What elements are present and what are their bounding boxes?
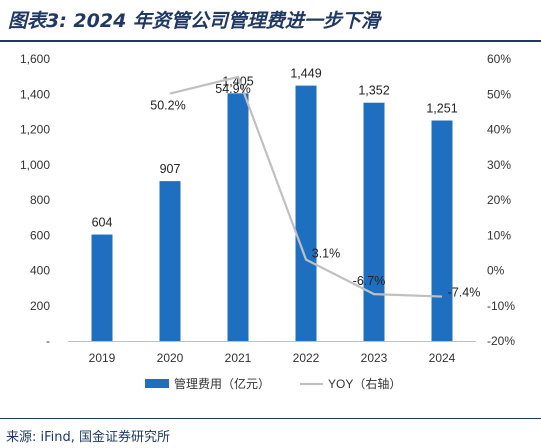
y-right-tick-label: 30% [487, 158, 511, 172]
y-left-tick-label: 400 [30, 264, 50, 278]
y-left-tick-label: 800 [30, 193, 50, 207]
yoy-value-label: -7.4% [448, 286, 481, 300]
yoy-value-label: -6.7% [353, 274, 386, 288]
chart-title: 图表3: 2024 年资管公司管理费进一步下滑 [8, 10, 380, 32]
bar [91, 234, 113, 341]
x-tick-label: 2021 [225, 351, 252, 365]
y-left-tick-label: - [46, 334, 50, 348]
bar-value-label: 1,251 [426, 102, 457, 116]
y-right-tick-label: 10% [487, 228, 511, 242]
y-right-tick-label: 0% [487, 264, 505, 278]
x-tick-label: 2020 [157, 351, 184, 365]
y-right-tick-label: -10% [487, 299, 515, 313]
yoy-value-label: 3.1% [312, 247, 341, 261]
source-note: 来源: iFind, 国金证券研究所 [6, 430, 171, 445]
bar [363, 102, 385, 342]
legend-bar-swatch [145, 379, 169, 388]
line-series: 50.2% 54.9% 3.1% -6.7% -7.4% [150, 75, 481, 300]
y-left-tick-label: 1,000 [20, 158, 50, 172]
y-left-tick-label: 1,200 [20, 123, 50, 137]
bar-value-label: 1,449 [290, 67, 321, 81]
bar [159, 181, 181, 341]
bar [295, 85, 317, 342]
x-tick-label: 2019 [89, 351, 116, 365]
x-tick-label: 2023 [361, 351, 388, 365]
bar-value-label: 604 [92, 216, 113, 230]
legend-bar-label: 管理费用（亿元） [174, 376, 270, 391]
y-right-tick-label: 40% [487, 123, 511, 137]
y-left-tick-label: 600 [30, 228, 50, 242]
y-left-tick-label: 1,400 [20, 87, 50, 101]
bar [227, 93, 249, 342]
chart-legend: 管理费用（亿元） YOY（右轴） [145, 376, 401, 391]
yoy-line [169, 75, 443, 298]
chart-axes: - 200 400 600 800 1,000 1,200 1,400 1,600 -20% -10… [20, 52, 515, 365]
title-divider [0, 40, 541, 42]
y-right-tick-label: 20% [487, 193, 511, 207]
yoy-value-label: 54.9% [215, 82, 250, 96]
y-left-tick-label: 1,600 [20, 52, 50, 66]
yoy-value-label: 50.2% [150, 99, 185, 113]
y-right-tick-label: 50% [487, 87, 511, 101]
bar-value-label: 907 [160, 162, 181, 176]
y-right-tick-label: 60% [487, 52, 511, 66]
x-tick-label: 2024 [429, 351, 456, 365]
y-left-tick-label: 200 [30, 299, 50, 313]
bar-value-label: 1,352 [358, 84, 389, 98]
y-right-tick-label: -20% [487, 334, 515, 348]
x-tick-label: 2022 [293, 351, 320, 365]
legend-line-label: YOY（右轴） [328, 376, 401, 391]
source-divider [0, 418, 541, 419]
bar [431, 120, 453, 341]
